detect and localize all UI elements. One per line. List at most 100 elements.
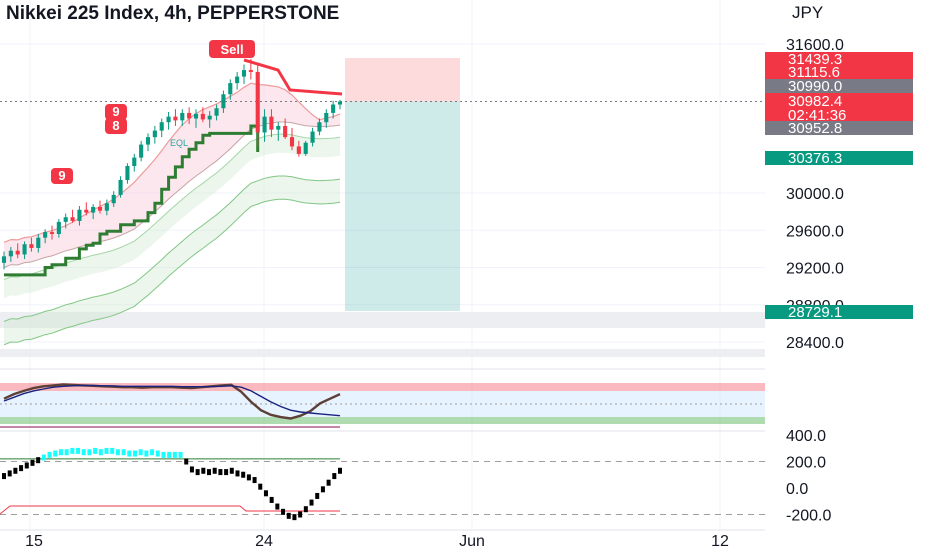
candle (1, 251, 7, 270)
momentum-bar (258, 483, 263, 490)
oscillator-pane (0, 383, 765, 428)
momentum-bar (246, 474, 251, 481)
momentum-bar (138, 449, 143, 456)
candle-body (139, 144, 144, 158)
candle (77, 206, 82, 226)
momentum-bar (104, 447, 109, 454)
candle (248, 58, 253, 80)
candle-body (235, 76, 240, 84)
momentum-tick-label: -200.0 (786, 508, 831, 525)
momentum-tick-label: 0.0 (786, 481, 808, 498)
momentum-bar (292, 514, 297, 521)
price-label-text: 30990.0 (788, 78, 842, 95)
candle-body (193, 113, 199, 119)
candle-body (15, 250, 20, 255)
price-label-text: 30982.4 (788, 93, 842, 110)
momentum-bar (281, 508, 286, 515)
price-axis: 31600.030000.029600.029200.028800.028400… (765, 37, 913, 352)
price-label: 31439.3 (765, 51, 913, 68)
momentum-bar (195, 469, 200, 476)
momentum-bar (161, 451, 166, 458)
momentum-bar (41, 454, 46, 461)
x-tick-label: 15 (25, 533, 43, 550)
price-label: 30990.0 (765, 78, 913, 95)
candle (22, 241, 27, 260)
momentum-bar (212, 467, 217, 474)
momentum-bar (309, 499, 314, 506)
mid-band-line (3, 121, 341, 268)
momentum-bar (30, 459, 35, 466)
upper-band-fill (4, 83, 340, 268)
momentum-bar (235, 470, 240, 477)
momentum-bar (150, 449, 155, 456)
momentum-bar (298, 511, 303, 518)
momentum-bar (218, 469, 223, 476)
momentum-bar (64, 449, 69, 456)
momentum-pane: 400.0 200.0 0.0 -200.0 (0, 428, 831, 525)
price-label: 30952.8 (765, 120, 913, 137)
momentum-bar (172, 451, 177, 458)
candle (269, 109, 274, 138)
momentum-bar (155, 450, 160, 457)
x-tick-label: Jun (459, 533, 485, 550)
momentum-bar (144, 450, 149, 457)
price-label-bg (765, 65, 913, 79)
candle-body (84, 209, 89, 213)
take-profit-zone (345, 101, 460, 311)
chart-title: Nikkei 225 Index, 4h, PEPPERSTONE (6, 3, 339, 24)
price-label-bg (765, 305, 913, 319)
candle (139, 140, 144, 162)
momentum-lower-line (0, 505, 340, 515)
momentum-bar (110, 447, 115, 454)
candle (276, 122, 281, 141)
momentum-bar (115, 449, 120, 456)
candle (289, 127, 295, 151)
y-tick-label: 29200.0 (786, 261, 844, 278)
price-label-bg (765, 121, 913, 135)
price-label: 30376.3 (765, 150, 913, 167)
momentum-bar (76, 447, 81, 454)
candle (36, 233, 41, 253)
neutral-zone (0, 391, 765, 417)
candle (125, 163, 130, 184)
signal-bg (51, 168, 73, 184)
candle (193, 109, 199, 128)
candle-body (296, 146, 301, 154)
candle-body (91, 206, 96, 213)
candle (56, 219, 61, 238)
momentum-bar (315, 492, 320, 499)
candle-body (43, 232, 48, 238)
candle-body (289, 137, 295, 147)
candle (118, 176, 123, 198)
momentum-tick-label: 400.0 (786, 428, 826, 445)
candle (180, 109, 185, 126)
candle-body (77, 209, 82, 221)
candle-body (214, 108, 219, 116)
candle-body (63, 217, 68, 222)
candle (166, 111, 171, 130)
candle (145, 133, 151, 152)
candle (310, 127, 315, 147)
price-label-bg (765, 79, 913, 93)
candle (331, 100, 336, 119)
sequential-count-label: 9 (51, 168, 73, 184)
candle-body (159, 122, 164, 131)
momentum-bar (24, 462, 29, 469)
candle-body (125, 165, 130, 180)
momentum-bar (36, 457, 41, 464)
candle (187, 107, 192, 125)
candle (324, 109, 329, 128)
momentum-bar (132, 450, 137, 457)
momentum-bar (275, 503, 280, 510)
sequential-count-label: 8 (105, 118, 127, 134)
countdown-text: 02:41:36 (788, 107, 846, 124)
eql-label: EQL (170, 138, 188, 148)
candle-body (104, 203, 109, 211)
candle (63, 213, 68, 229)
candle (228, 79, 233, 100)
price-label-text: 28729.1 (788, 304, 842, 321)
candle-body (241, 70, 247, 77)
candle-body (22, 244, 27, 255)
